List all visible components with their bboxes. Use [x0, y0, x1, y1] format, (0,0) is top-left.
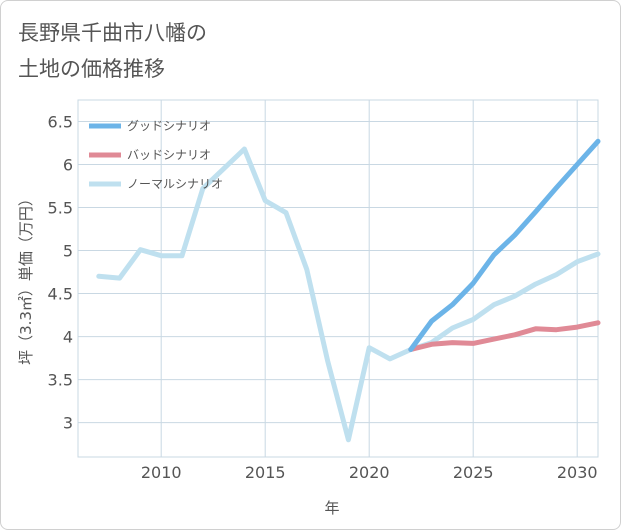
y-tick-label: 4.5	[48, 285, 73, 304]
legend-label: ノーマルシナリオ	[127, 177, 223, 191]
x-tick-label: 2010	[141, 463, 182, 482]
x-tick-label: 2020	[349, 463, 390, 482]
legend-label: グッドシナリオ	[127, 119, 211, 133]
series-line-2	[96, 146, 601, 443]
legend-label: バッドシナリオ	[127, 148, 211, 162]
series-lines	[96, 138, 601, 443]
grid-lines	[78, 100, 598, 457]
y-tick-label: 6.5	[48, 113, 73, 132]
chart-title: 長野県千曲市八幡の 土地の価格推移	[18, 21, 207, 81]
y-tick-label: 5.5	[48, 199, 73, 218]
x-tick-label: 2025	[453, 463, 494, 482]
x-tick-label: 2030	[557, 463, 598, 482]
y-tick-label: 4	[63, 328, 73, 347]
x-axis-label: 年	[324, 499, 339, 517]
y-axis-label: 坪（3.3㎡）単価（万円）	[17, 191, 35, 365]
series-line-1	[408, 320, 601, 352]
y-tick-labels: 3 3.5 4 4.5 5 5.5 6 6.5	[48, 113, 73, 433]
y-tick-label: 5	[63, 242, 73, 261]
y-tick-label: 6	[63, 156, 73, 175]
x-tick-labels: 2010 2015 2020 2025 2030	[141, 463, 598, 482]
y-tick-label: 3.5	[48, 371, 73, 390]
x-tick-label: 2015	[245, 463, 286, 482]
y-tick-label: 3	[63, 414, 73, 433]
series-line-0	[408, 138, 601, 352]
